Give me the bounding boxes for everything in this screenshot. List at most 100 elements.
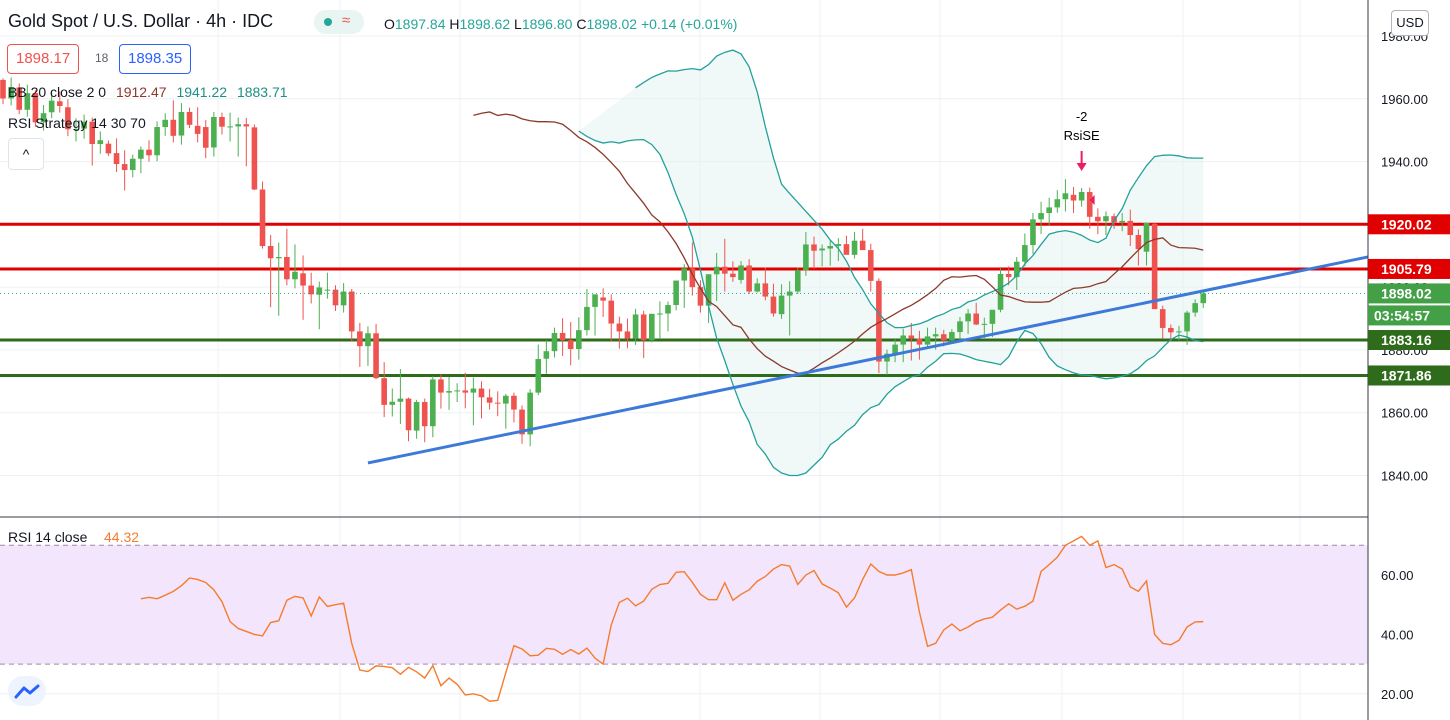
candle-body [413,402,420,431]
candle-body [721,266,728,274]
candle-body [154,127,160,156]
candle-body [405,398,412,431]
candle-body [40,113,47,123]
bb-basis-line [473,111,1204,374]
bb-lower-line [578,130,1204,477]
candle-body [259,189,266,247]
candle-body [308,285,314,295]
bb-name: BB 20 close 2 0 [8,84,107,100]
currency-button[interactable]: USD [1391,10,1429,36]
candle-body [730,273,736,278]
candle-body [762,283,769,297]
collapse-legend-button[interactable]: ^ [8,138,44,170]
level-badge [1368,258,1450,279]
candle-body [178,111,185,136]
price-tick-label: 1860.00 [1381,406,1428,421]
candle-body [924,336,931,345]
candle-body [1192,303,1198,313]
level-badge [1368,214,1450,235]
candle-body [965,313,971,322]
bb-upper-line [635,49,1204,329]
tradingview-logo-icon[interactable] [8,676,46,706]
high-key: H [449,16,460,32]
wave-icon: ≈ [342,12,351,29]
candle-body [1030,219,1036,246]
close-key: C [576,16,587,32]
candle-body [957,321,963,333]
candle-body [1005,273,1012,278]
candle-body [389,401,396,405]
candle-body [640,314,647,341]
candle-body [689,268,696,288]
change-value: +0.14 (+0.01%) [640,16,738,32]
close-value: 1898.02 [586,16,638,32]
bb-legend[interactable]: BB 20 close 2 0 1912.47 1941.22 1883.71 [8,84,294,100]
candle-body [738,265,744,280]
level-badge [1368,330,1450,351]
candle-body [827,246,834,249]
strategy-legend[interactable]: RSI Strategy 14 30 70 [8,115,146,131]
open-value: 1897.84 [394,16,446,32]
candle-body [973,313,979,325]
candle-body [649,313,655,341]
candle-body [794,270,801,292]
candle-body [1127,220,1134,236]
candle-body [600,297,606,301]
level-badge-label: 1871.86 [1381,367,1432,383]
candle-body [381,378,387,405]
buy-button[interactable]: 1898.35 [119,44,192,74]
candle-body [340,291,347,306]
candle-body [8,87,14,99]
candle-body [567,340,574,349]
candle-body [940,334,947,341]
candle-body [194,125,201,134]
candle-body [1143,222,1150,252]
candle-body [1119,220,1125,223]
candle-body [316,287,323,295]
low-key: L [514,16,522,32]
candle-body [1062,193,1069,200]
candle-body [673,280,679,306]
candle-body [202,127,209,148]
candle-body [486,397,493,403]
ohlc-readout: O1897.84 H1898.62 L1896.80 C1898.02 +0.1… [384,16,737,32]
rsi-tick-label: 40.00 [1381,627,1414,642]
candle-body [219,116,225,127]
candle-body [1168,327,1174,333]
candle-body [121,164,128,171]
candle-body [632,314,639,339]
signal-arrow-icon [1076,163,1087,171]
rsi-line [140,535,1204,702]
candle-body [559,332,566,341]
candle-body [1151,223,1158,310]
candle-body [681,268,688,281]
candle-body [584,306,590,331]
low-value: 1896.80 [521,16,573,32]
candle-body [1038,213,1044,220]
candle-body [275,257,282,259]
signal-flag-icon [1089,195,1095,205]
level-badge [1368,365,1450,386]
candle-body [438,379,444,393]
candle-body [292,271,298,280]
bb-fill [578,50,1204,476]
candle-body [835,244,842,247]
candle-body [543,351,550,359]
sell-button[interactable]: 1898.17 [7,44,80,74]
trendline [367,255,1369,465]
candle-body [908,335,915,339]
candle-body [1103,216,1109,222]
candle-body [1022,245,1028,262]
candle-body [332,289,339,306]
rsi-legend-value: 44.32 [104,529,139,545]
candle-body [884,353,890,362]
candle-body [997,273,1004,310]
candle-body [138,149,144,159]
level-badge-label: 1905.79 [1381,261,1432,277]
bb-basis: 1912.47 [115,84,167,100]
candle-body [892,344,898,354]
status-pill[interactable]: ≈ [314,10,364,34]
candle-body [129,158,136,171]
candle-body [373,333,379,379]
